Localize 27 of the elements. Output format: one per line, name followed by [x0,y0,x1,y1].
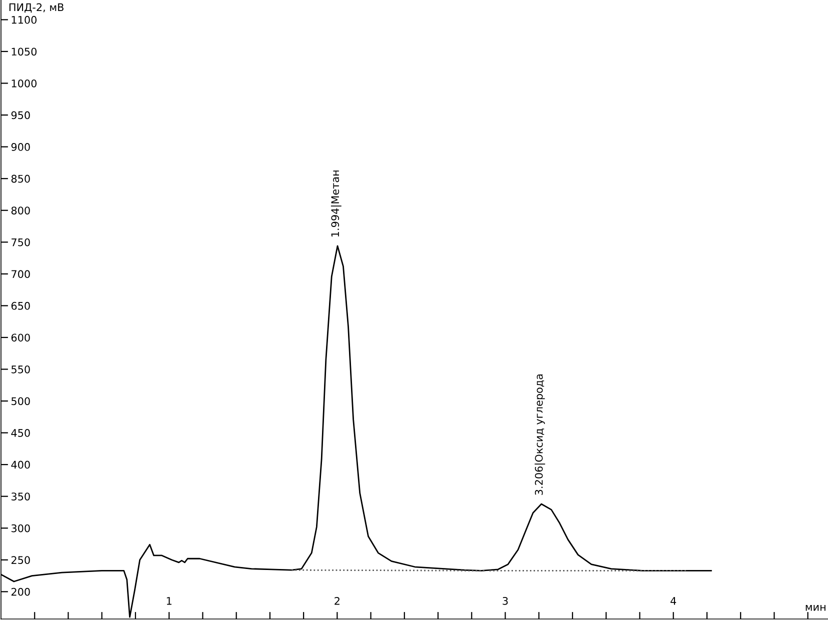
x-tick-label: 1 [166,597,172,605]
y-tick-label: 500 [12,397,30,406]
y-tick-label: 850 [11,174,30,183]
y-tick-label: 400 [11,460,30,469]
y-tick-label: 250 [11,556,30,564]
y-tick-label: 950 [11,111,30,120]
y-tick-label: 450 [11,429,30,437]
y-tick-label: 800 [11,206,30,214]
y-tick-label: 550 [12,365,30,374]
y-tick-label: 1000 [12,79,37,88]
y-tick-label: 1050 [12,48,37,56]
y-tick-label: 900 [11,143,30,151]
y-tick-label: 650 [11,302,30,310]
y-tick-label: 750 [12,238,30,246]
annotation: 3.206|Оксид углерода [534,374,546,495]
x-tick-label: 3 [502,596,508,605]
y-tick-label: 350 [12,492,30,500]
y-tick-label: 700 [12,270,30,278]
y-tick-label: 1100 [12,16,37,24]
annotation: 1.994|Метан [330,170,342,236]
x-tick-label: 2 [334,596,340,605]
y-axis-title: ПИД-2, мВ [9,3,64,13]
y-tick-label: 300 [12,524,30,532]
y-tick-label: 600 [11,334,30,342]
x-axis-title: мин [806,605,826,611]
x-tick-label: 4 [670,597,676,605]
y-tick-label: 200 [11,588,30,596]
